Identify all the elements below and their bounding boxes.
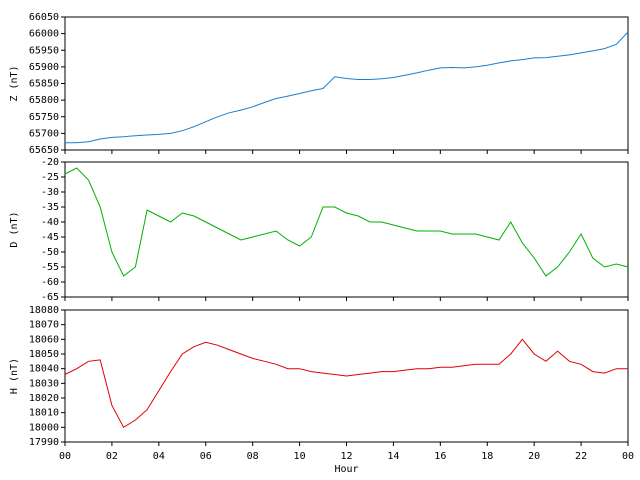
plot-frame <box>64 161 629 298</box>
y-tick-label: 18020 <box>29 393 59 404</box>
y-axis-label: D (nT) <box>9 211 20 247</box>
y-tick-label: 65950 <box>29 45 59 56</box>
y-tick-label: 18050 <box>29 349 59 360</box>
data-line <box>64 338 628 429</box>
x-tick-label: 20 <box>528 451 540 462</box>
y-tick-label: 66000 <box>29 29 59 40</box>
y-tick-label: 18030 <box>29 378 59 389</box>
y-tick-label: 65700 <box>29 128 59 139</box>
y-tick-label: -55 <box>41 262 59 273</box>
y-tick-label: 66050 <box>29 12 59 23</box>
y-tick-label: 18000 <box>29 422 59 433</box>
y-tick-label: -50 <box>41 247 59 258</box>
y-tick-label: 18060 <box>29 334 59 345</box>
y-axis-label: H (nT) <box>9 358 20 394</box>
x-tick-label: 08 <box>247 451 259 462</box>
y-tick-label: 65850 <box>29 79 59 90</box>
y-axis-label: Z (nT) <box>9 65 20 101</box>
data-line <box>64 167 629 277</box>
y-tick-label: -45 <box>41 232 59 243</box>
y-tick-label: 18010 <box>29 408 59 419</box>
y-tick-label: 65750 <box>29 112 59 123</box>
x-tick-label: 12 <box>340 451 352 462</box>
y-tick-label: 18080 <box>29 305 59 316</box>
y-tick-label: -20 <box>41 157 59 168</box>
x-tick-label: 04 <box>153 451 165 462</box>
x-tick-label: 14 <box>387 451 399 462</box>
plot-frame <box>64 16 629 151</box>
x-tick-label: 10 <box>294 451 306 462</box>
x-tick-label: 22 <box>575 451 587 462</box>
y-tick-label: 17990 <box>29 437 59 448</box>
y-tick-label: -30 <box>41 187 59 198</box>
y-tick-label: -40 <box>41 217 59 228</box>
y-tick-label: 18040 <box>29 364 59 375</box>
y-tick-label: -35 <box>41 202 59 213</box>
x-tick-label: 06 <box>200 451 212 462</box>
y-tick-label: -65 <box>41 292 59 303</box>
x-tick-label: 18 <box>481 451 493 462</box>
x-tick-label: 02 <box>106 451 118 462</box>
y-tick-label: 65900 <box>29 62 59 73</box>
data-line <box>65 31 629 144</box>
x-axis-label: Hour <box>334 464 358 475</box>
x-tick-label: 16 <box>434 451 446 462</box>
y-tick-label: 65650 <box>29 145 59 156</box>
y-tick-label: 65800 <box>29 95 59 106</box>
x-tick-label: 00 <box>59 451 71 462</box>
y-tick-label: -25 <box>41 172 59 183</box>
y-tick-label: -60 <box>41 277 59 288</box>
y-tick-label: 18070 <box>29 320 59 331</box>
x-tick-label: 00 <box>622 451 634 462</box>
